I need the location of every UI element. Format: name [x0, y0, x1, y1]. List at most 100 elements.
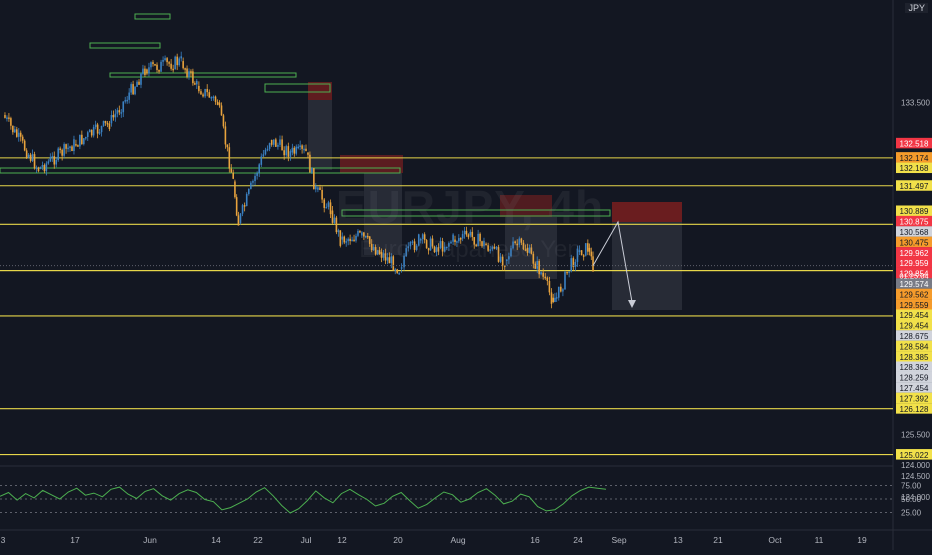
candle-body	[8, 117, 10, 119]
candle-body	[174, 56, 176, 70]
candle-body	[536, 261, 539, 269]
countdown-label: 01:25:04	[899, 272, 928, 281]
price-label: 129.959	[900, 259, 929, 268]
candle-body	[469, 231, 472, 236]
candle-body	[228, 147, 231, 169]
price-label: 128.362	[900, 363, 929, 372]
candle-body	[239, 213, 242, 223]
time-tick: Aug	[450, 535, 465, 545]
candle-body	[359, 230, 361, 233]
candle-body	[530, 247, 533, 254]
candle-body	[441, 241, 444, 252]
candle-body	[518, 238, 521, 245]
candle-body	[538, 261, 540, 275]
price-label-bg	[896, 449, 932, 460]
supply-zone-current	[612, 202, 682, 222]
candle-body	[435, 247, 438, 253]
candle-body	[564, 271, 566, 290]
candle-body	[514, 241, 516, 243]
candle-body	[164, 58, 166, 60]
candle-body	[262, 154, 265, 157]
candle-body	[499, 256, 502, 262]
candle-body	[481, 241, 483, 247]
projection-arrowhead	[628, 300, 636, 308]
candle-body	[407, 246, 410, 249]
zone-box-3	[109, 72, 297, 78]
candle-body	[431, 238, 434, 247]
candle-body	[297, 146, 299, 149]
candle-body	[582, 255, 585, 257]
candle-body	[69, 146, 71, 148]
candle-body	[220, 105, 223, 116]
candle-body	[433, 246, 436, 253]
candle-body	[374, 247, 377, 255]
candle-body	[343, 236, 346, 243]
candle-body	[459, 238, 462, 240]
price-label: 130.475	[900, 238, 929, 247]
target-box-current	[612, 222, 682, 310]
price-tick: 125.500	[901, 431, 930, 440]
candle-body	[403, 255, 405, 268]
candle-body	[100, 125, 103, 133]
candle-body	[218, 102, 221, 106]
candle-body	[445, 246, 448, 249]
price-label: 129.454	[900, 322, 929, 331]
candle-body	[176, 56, 178, 66]
candle-body	[313, 168, 315, 190]
candle-body	[390, 256, 393, 264]
projection-path	[592, 220, 633, 303]
candle-body	[275, 139, 277, 147]
target-box-jul	[308, 100, 332, 170]
candle-body	[540, 272, 542, 275]
zone-box-2	[89, 42, 161, 49]
candle-body	[321, 189, 323, 200]
candle-body	[411, 241, 414, 243]
candle-body	[12, 125, 14, 133]
price-label-bg	[896, 226, 932, 237]
price-label-bg	[896, 382, 932, 393]
price-label: 126.128	[900, 405, 929, 414]
time-tick: 19	[857, 535, 867, 545]
candle-body	[200, 91, 202, 95]
candle-body	[237, 215, 240, 226]
price-label: 125.022	[900, 451, 929, 460]
candle-body	[568, 271, 570, 273]
candle-body	[522, 242, 525, 250]
time-tick: Sep	[611, 535, 626, 545]
candle-body	[88, 129, 91, 133]
candle-body	[254, 175, 256, 182]
candle-body	[289, 151, 292, 157]
price-label-bg	[896, 288, 932, 300]
candle-body	[37, 167, 40, 172]
price-tick: 124.500	[901, 472, 930, 481]
candle-body	[372, 247, 375, 251]
price-label: 132.168	[900, 164, 929, 173]
candle-body	[186, 68, 188, 77]
price-label: 128.385	[900, 353, 929, 362]
candle-body	[270, 139, 273, 145]
candle-body	[232, 172, 234, 179]
candle-body	[19, 132, 22, 137]
candle-body	[506, 259, 508, 261]
candle-body	[295, 146, 298, 154]
candle-body	[423, 234, 426, 241]
candle-body	[370, 243, 373, 251]
candle-body	[152, 62, 154, 65]
candle-body	[132, 84, 134, 95]
candle-body	[142, 68, 144, 74]
candle-body	[124, 100, 127, 102]
candle-body	[160, 61, 162, 72]
candle-body	[212, 96, 215, 99]
candle-body	[86, 132, 89, 138]
price-label-bg	[896, 247, 932, 258]
price-label: 132.174	[900, 154, 929, 163]
candle-body	[279, 139, 281, 145]
price-label: 129.574	[900, 280, 929, 289]
candle-body	[524, 249, 527, 251]
supply-zone-jul	[308, 82, 332, 100]
candle-body	[188, 71, 190, 77]
candle-body	[92, 127, 95, 136]
candle-body	[293, 147, 296, 154]
